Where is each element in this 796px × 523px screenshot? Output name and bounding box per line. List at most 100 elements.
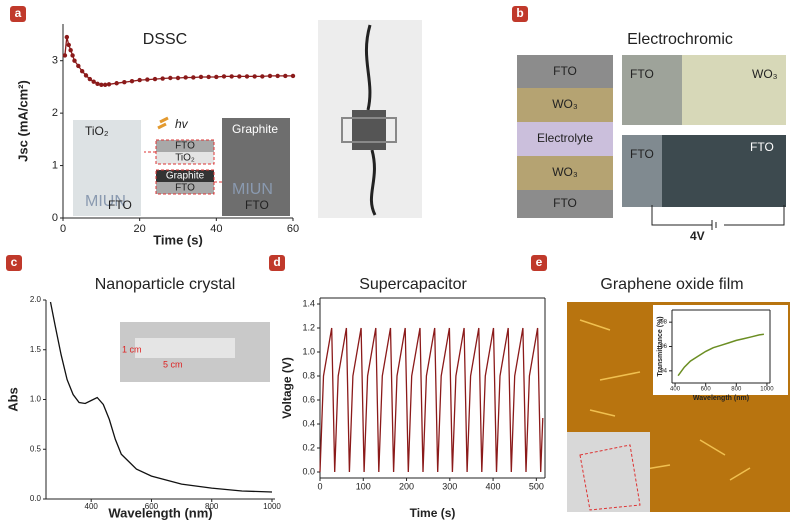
data-point (275, 73, 280, 79)
layer-label: TiO₂ (175, 153, 195, 164)
photo (222, 118, 290, 216)
letter-box (10, 6, 26, 22)
data-point (106, 82, 112, 87)
clip (341, 117, 397, 143)
y-tick-label: 0.0 (302, 466, 315, 476)
x-tick-label: 600 (145, 502, 159, 511)
y-tick-label: 1.2 (302, 322, 315, 332)
wire (364, 24, 377, 216)
photo (73, 120, 141, 216)
photo-label: 5 cm (163, 359, 183, 369)
data-point (62, 53, 68, 58)
panel-letter: a (15, 6, 22, 20)
data-point (91, 79, 96, 84)
y-tick-label: 94 (660, 368, 667, 374)
x-tick-label: 800 (731, 387, 742, 393)
layer (517, 156, 613, 190)
photo-label: WO₃ (752, 67, 778, 81)
photo-label: FTO (108, 198, 132, 212)
layer (517, 190, 613, 218)
data-point (252, 74, 257, 79)
data-point (83, 73, 89, 78)
layer (156, 140, 214, 152)
data-point (214, 74, 219, 80)
data-point (237, 74, 242, 79)
x-tick-label: 300 (442, 481, 457, 491)
layer (156, 182, 214, 194)
panel-letter: b (516, 6, 523, 20)
y-tick-label: 0.6 (302, 394, 315, 404)
x-axis-label: Wavelength (nm) (693, 395, 749, 402)
y-tick-label: 1.0 (302, 346, 315, 356)
data-line (677, 333, 764, 377)
light-icon (157, 116, 169, 130)
layer (517, 55, 613, 88)
data-point (229, 74, 234, 79)
layer-label: Electrolyte (537, 131, 593, 145)
data-point (145, 77, 150, 82)
layer-label: FTO (553, 64, 577, 78)
x-tick-label: 600 (701, 387, 712, 393)
letter-box (6, 255, 22, 271)
connector (144, 151, 222, 183)
data-point (183, 75, 188, 80)
layer-label: Graphite (166, 171, 205, 182)
data-point (260, 74, 265, 79)
chart-title: Supercapacitor (359, 276, 467, 293)
panel-letter: c (11, 255, 18, 269)
data-point (95, 81, 100, 86)
data-point (68, 48, 73, 53)
data-point (64, 34, 70, 40)
y-axis-label: Jsc (mA/cm²) (15, 80, 30, 162)
data-point (129, 78, 135, 84)
photo-label: FTO (245, 198, 269, 212)
x-tick-label: 800 (205, 502, 219, 511)
x-tick-label: 100 (356, 481, 371, 491)
layer (156, 170, 214, 182)
layer-label: WO₃ (552, 97, 578, 111)
y-tick-label: 3 (52, 55, 58, 67)
x-tick-label: 0 (60, 223, 66, 235)
data-point (160, 76, 165, 81)
y-tick-label: 1.5 (30, 345, 42, 354)
letter-box (531, 255, 547, 271)
data-point (122, 80, 127, 85)
data-point (66, 42, 71, 48)
x-tick-label: 1000 (760, 387, 774, 393)
photo (622, 135, 662, 207)
y-tick-label: 0.5 (30, 444, 42, 453)
x-tick-label: 400 (486, 481, 501, 491)
y-tick-label: 0 (52, 212, 58, 224)
chart-title: DSSC (143, 31, 187, 48)
photo-logo: MIUN (85, 193, 126, 210)
data-line (319, 327, 544, 473)
data-point (79, 68, 85, 74)
panel-letter: d (273, 255, 280, 269)
photo-logo: MIUN (232, 181, 273, 198)
crystal (135, 338, 235, 358)
layer-label: WO₃ (552, 165, 578, 179)
layer-label: FTO (553, 196, 577, 210)
x-tick-label: 500 (529, 481, 544, 491)
x-tick-label: 200 (399, 481, 414, 491)
panel-title: Electrochromic (627, 31, 733, 48)
data-point (72, 58, 77, 63)
y-axis-label: Transmittance (%) (657, 316, 664, 376)
data-point (76, 63, 81, 69)
photo-label: FTO (630, 147, 654, 161)
x-tick-label: 400 (670, 387, 681, 393)
y-axis-label: Voltage (V) (280, 357, 294, 419)
photo-label: TiO₂ (85, 124, 109, 138)
x-axis-label: Time (s) (153, 232, 203, 247)
device (352, 110, 386, 150)
data-point (152, 76, 158, 82)
x-axis-label: Time (s) (410, 506, 456, 520)
layer (517, 122, 613, 156)
letter-box (269, 255, 285, 271)
outline (579, 444, 641, 511)
x-tick-label: 40 (210, 223, 222, 235)
texture (579, 319, 751, 481)
data-point (87, 76, 93, 82)
y-tick-label: 2.0 (30, 295, 42, 304)
